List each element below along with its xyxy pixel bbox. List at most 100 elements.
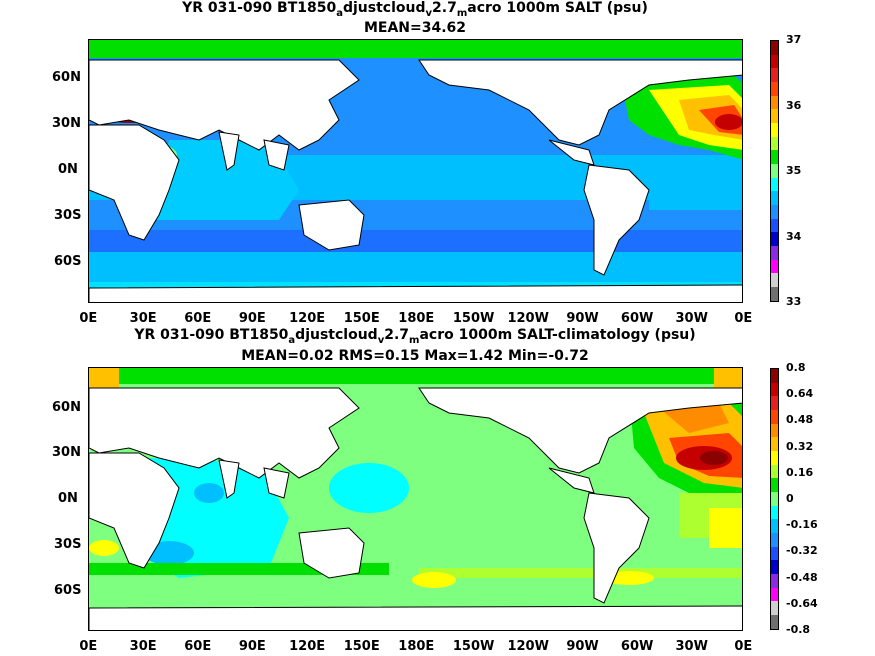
- panel1-colorbar-swatch: [771, 41, 778, 55]
- panel2-colorbar-label: 0.8: [786, 361, 806, 374]
- panel2-lon-label: 150E: [343, 639, 380, 654]
- panel2-colorbar-swatch: [771, 478, 778, 493]
- panel1-lon-label: 150E: [343, 311, 380, 326]
- panel1-colorbar-label: 33: [786, 295, 802, 308]
- panel1-colorbar-swatch: [771, 164, 778, 178]
- panel2-lat-label: 60N: [52, 400, 81, 415]
- panel1-colorbar-swatch: [771, 232, 778, 247]
- panel1-colorbar-swatch: [771, 177, 778, 192]
- panel2-colorbar-swatch: [771, 492, 778, 506]
- panel1-lon-label: 150W: [452, 311, 495, 326]
- panel1-colorbar-swatch: [771, 109, 778, 124]
- panel1-lon-label: 90E: [238, 311, 266, 326]
- panel2-lat-label: 0N: [58, 491, 78, 506]
- panel2-colorbar-swatch: [771, 451, 778, 465]
- panel1-colorbar-swatch: [771, 205, 778, 219]
- panel2-lon-label: 90E: [238, 639, 266, 654]
- panel1-colorbar-label: 36: [786, 98, 802, 112]
- panel2-colorbar: [770, 368, 779, 630]
- panel2-colorbar-swatch: [771, 410, 778, 424]
- panel2-lat-label: 30S: [54, 537, 82, 552]
- panel1-colorbar-swatch: [771, 150, 778, 165]
- panel1-colorbar-swatch: [771, 287, 778, 301]
- panel2-colorbar-swatch: [771, 546, 778, 561]
- panel1-title: YR 031-090 BT1850adjustcloudv2.7macro 10…: [182, 0, 648, 19]
- panel1-lon-label: 60E: [184, 311, 212, 326]
- panel2-lon-label: 120W: [507, 639, 549, 654]
- panel2-colorbar-swatch: [771, 615, 778, 629]
- panel2-title: YR 031-090 BT1850adjustcloudv2.7macro 10…: [134, 327, 696, 346]
- panel2-stats: MEAN=0.02 RMS=0.15 Max=1.42 Min=-0.72: [241, 348, 589, 364]
- panel2-lon-label: 120E: [289, 639, 326, 654]
- panel2-colorbar-label: 0.64: [786, 387, 814, 401]
- panel1-colorbar-swatch: [771, 246, 778, 260]
- panel1-lat-label: 60N: [52, 70, 81, 85]
- panel2-colorbar-swatch: [771, 396, 778, 411]
- panel1-lon-label: 0E: [734, 311, 753, 326]
- panel1-colorbar-swatch: [771, 82, 778, 96]
- panel1-colorbar-swatch: [771, 136, 778, 151]
- panel2-lat-label: 30N: [52, 445, 81, 460]
- panel2-colorbar-swatch: [771, 533, 778, 547]
- panel1-stats: MEAN=34.62: [363, 20, 467, 36]
- panel1-lon-label: 0E: [79, 311, 98, 326]
- panel1-colorbar: [770, 40, 779, 302]
- panel1-colorbar-swatch: [771, 218, 778, 233]
- panel2-lon-label: 90W: [566, 639, 599, 654]
- panel1-lon-label: 30W: [675, 311, 708, 326]
- panel2-colorbar-label: -0.32: [786, 544, 818, 558]
- panel1-colorbar-label: 34: [786, 229, 802, 243]
- panel2-lon-label: 60W: [620, 639, 654, 654]
- panel2-lon-label: 30E: [129, 639, 157, 654]
- panel2-colorbar-swatch: [771, 382, 778, 397]
- panel1-colorbar-label: 35: [786, 164, 802, 177]
- panel1-lat-label: 30N: [52, 116, 81, 131]
- panel2-colorbar-swatch: [771, 437, 778, 452]
- panel2-colorbar-label: 0.48: [786, 413, 814, 427]
- panel1-lat-label: 0N: [58, 162, 78, 177]
- panel1-lon-label: 180E: [398, 311, 435, 326]
- panel2-colorbar-label: 0.32: [786, 439, 814, 453]
- panel2-colorbar-label: -0.64: [786, 596, 818, 610]
- panel2-colorbar-swatch: [771, 574, 778, 588]
- panel2-colorbar-swatch: [771, 560, 778, 575]
- panel2-lon-label: 60E: [184, 639, 212, 654]
- panel2-lon-label: 0E: [79, 639, 98, 654]
- panel1-colorbar-swatch: [771, 259, 778, 274]
- panel2-map: [88, 367, 743, 631]
- panel2-colorbar-swatch: [771, 601, 778, 616]
- panel1-map-svg: [89, 40, 742, 302]
- panel2-colorbar-label: 0.16: [786, 465, 814, 479]
- panel2-colorbar-swatch: [771, 519, 778, 534]
- panel1-colorbar-swatch: [771, 95, 778, 110]
- panel1-lon-label: 30E: [129, 311, 157, 326]
- panel2-lat-label: 60S: [54, 583, 82, 598]
- panel2-lon-label: 0E: [734, 639, 753, 654]
- panel1-lat-label: 60S: [54, 254, 82, 269]
- panel1-map: [88, 39, 743, 303]
- panel1-colorbar-swatch: [771, 273, 778, 288]
- panel2-lon-label: 30W: [675, 639, 708, 654]
- panel1-colorbar-swatch: [771, 68, 778, 83]
- panel2-colorbar-swatch: [771, 369, 778, 383]
- panel2-colorbar-swatch: [771, 464, 778, 479]
- panel2-colorbar-swatch: [771, 587, 778, 602]
- panel1-lon-label: 120E: [289, 311, 326, 326]
- panel2-colorbar-swatch: [771, 505, 778, 520]
- panel1-colorbar-swatch: [771, 191, 778, 206]
- panel2-colorbar-label: 0: [786, 492, 794, 505]
- panel1-lat-label: 30S: [54, 208, 82, 223]
- panel1-lon-label: 90W: [566, 311, 599, 326]
- panel1-colorbar-swatch: [771, 123, 778, 137]
- panel2-colorbar-label: -0.16: [786, 518, 818, 532]
- panel2-colorbar-label: -0.8: [786, 623, 811, 636]
- panel1-colorbar-swatch: [771, 54, 778, 69]
- panel1-lon-label: 60W: [620, 311, 654, 326]
- panel2-colorbar-label: -0.48: [786, 570, 818, 584]
- panel1-colorbar-label: 37: [786, 33, 802, 46]
- panel2-lon-label: 150W: [452, 639, 495, 654]
- panel1-lon-label: 120W: [507, 311, 549, 326]
- panel2-map-svg: [89, 368, 742, 630]
- panel2-lon-label: 180E: [398, 639, 435, 654]
- panel2-colorbar-swatch: [771, 423, 778, 438]
